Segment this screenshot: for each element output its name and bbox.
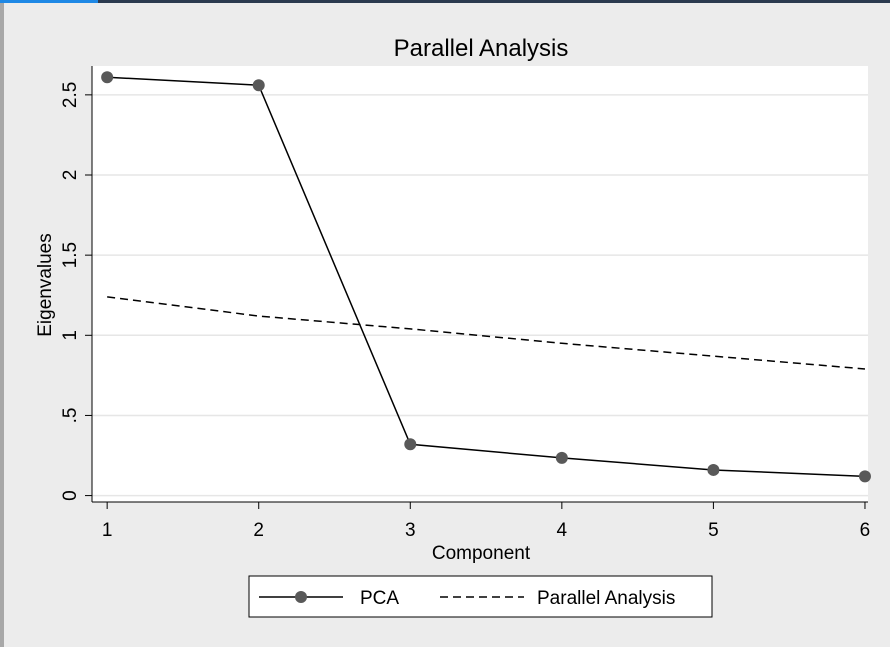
x-tick-label: 3 — [405, 520, 416, 541]
y-tick-label: .5 — [60, 408, 81, 424]
pca-data-point — [555, 451, 568, 464]
y-tick-label: 2 — [60, 170, 81, 181]
y-tick-label: 2.5 — [60, 82, 81, 108]
pca-data-point — [707, 463, 720, 476]
legend: PCA Parallel Analysis — [248, 575, 713, 618]
window-left-border — [0, 3, 4, 647]
x-tick-label: 2 — [253, 520, 264, 541]
parallel-analysis-series-line — [107, 296, 866, 370]
x-tick-label: 5 — [708, 520, 719, 541]
pca-data-point — [101, 71, 114, 84]
x-axis-label: Component — [432, 543, 531, 564]
gridlines — [92, 94, 868, 497]
legend-pca-marker — [295, 591, 307, 603]
y-tick-label: 0 — [60, 490, 81, 501]
y-tick-label: 1 — [60, 330, 81, 341]
window-top-bar — [0, 0, 890, 3]
y-tick-label: 1.5 — [60, 242, 81, 268]
legend-parallel-label: Parallel Analysis — [537, 588, 675, 609]
axes: 0 .5 1 1.5 2 2.5 1 2 3 4 5 6 — [60, 66, 870, 541]
x-tick-label: 6 — [860, 520, 871, 541]
pca-data-point — [252, 79, 265, 92]
pca-data-point — [858, 470, 871, 483]
legend-pca-label: PCA — [360, 588, 399, 609]
x-tick-label: 4 — [557, 520, 568, 541]
pca-data-point — [404, 438, 417, 451]
x-tick-label: 1 — [102, 520, 113, 541]
series-layer — [101, 71, 871, 483]
y-axis-label: Eigenvalues — [35, 233, 56, 337]
window-top-accent — [0, 0, 98, 3]
pca-series-line — [107, 76, 866, 478]
chart-title: Parallel Analysis — [394, 35, 569, 62]
plot-area — [92, 66, 868, 502]
